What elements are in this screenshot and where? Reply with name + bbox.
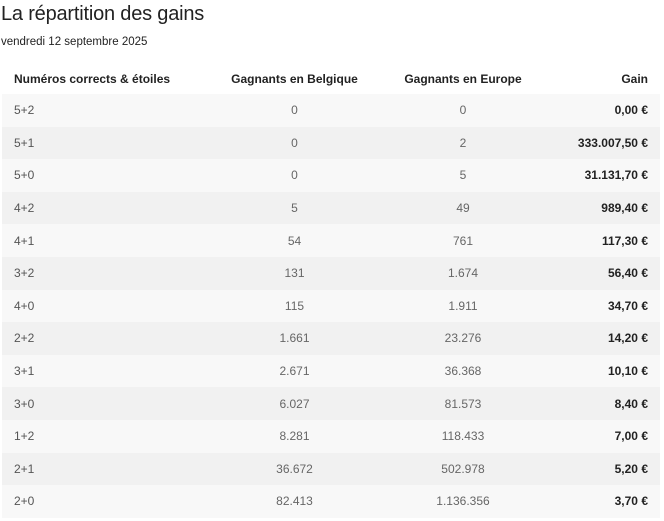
table-row: 1+2 8.281 118.433 7,00 € <box>2 419 660 453</box>
table-row: 3+0 6.027 81.573 8,40 € <box>2 387 660 420</box>
cell-winners-europe: 81.573 <box>444 396 482 411</box>
table-row: 4+0 115 1.911 34,70 € <box>2 289 660 323</box>
cell-combination: 5+2 <box>14 103 35 118</box>
cell-winners-belgium: 54 <box>287 233 302 248</box>
table-header-row: Numéros corrects & étoiles Gagnants en B… <box>2 64 660 94</box>
cell-combination: 4+1 <box>14 233 35 248</box>
cell-winners-europe: 36.368 <box>444 364 482 379</box>
cell-combination: 5+0 <box>14 168 35 183</box>
cell-gain: 8,40 € <box>614 396 648 411</box>
cell-winners-europe: 49 <box>456 201 470 216</box>
cell-combination: 2+1 <box>14 461 35 476</box>
cell-combination: 3+0 <box>14 396 35 411</box>
draw-date: vendredi 12 septembre 2025 <box>1 36 148 48</box>
cell-winners-europe: 5 <box>459 168 467 183</box>
header-winners-europe: Gagnants en Europe <box>404 72 522 86</box>
cell-gain: 5,20 € <box>614 461 648 476</box>
page-title: La répartition des gains <box>1 3 205 25</box>
table-row: 2+0 82.413 1.136.356 3,70 € <box>2 485 660 518</box>
cell-gain: 117,30 € <box>601 233 648 248</box>
cell-winners-belgium: 2.671 <box>279 364 310 379</box>
cell-winners-belgium: 0 <box>291 168 298 183</box>
cell-winners-belgium: 131 <box>284 266 305 281</box>
cell-gain: 7,00 € <box>614 429 648 444</box>
cell-gain: 31.131,70 € <box>584 168 648 183</box>
table-row: 4+2 5 49 989,40 € <box>2 191 660 225</box>
cell-winners-belgium: 0 <box>291 103 298 118</box>
cell-winners-europe: 1.911 <box>448 298 478 313</box>
table-body: 5+2 0 0 0,00 € 5+1 0 2 333.007,50 € 5+0 … <box>2 94 660 518</box>
table-row: 2+1 36.672 502.978 5,20 € <box>2 452 660 486</box>
cell-winners-europe: 761 <box>452 233 474 248</box>
header-winners-belgium: Gagnants en Belgique <box>231 72 358 86</box>
cell-winners-belgium: 36.672 <box>276 461 313 476</box>
header-combination: Numéros corrects & étoiles <box>14 72 171 86</box>
cell-winners-belgium: 0 <box>291 135 298 150</box>
cell-combination: 1+2 <box>14 429 35 444</box>
cell-gain: 56,40 € <box>607 266 648 281</box>
cell-combination: 4+0 <box>14 298 35 313</box>
cell-winners-europe: 502.978 <box>441 461 485 476</box>
cell-winners-belgium: 82.413 <box>276 494 313 509</box>
cell-winners-belgium: 5 <box>291 201 298 216</box>
cell-winners-europe: 23.276 <box>444 331 482 346</box>
cell-combination: 3+2 <box>14 266 35 281</box>
cell-winners-belgium: 1.661 <box>279 331 310 346</box>
cell-winners-belgium: 8.281 <box>279 429 310 444</box>
cell-winners-belgium: 6.027 <box>279 396 310 411</box>
cell-gain: 989,40 € <box>601 201 648 216</box>
cell-gain: 333.007,50 € <box>577 135 648 150</box>
cell-winners-europe: 118.433 <box>441 429 485 444</box>
table-row: 5+2 0 0 0,00 € <box>2 94 660 127</box>
cell-winners-europe: 0 <box>459 103 467 118</box>
cell-gain: 3,70 € <box>614 494 648 509</box>
cell-winners-europe: 1.136.356 <box>436 494 490 509</box>
cell-gain: 10,10 € <box>607 364 648 379</box>
table-row: 5+0 0 5 31.131,70 € <box>2 159 660 192</box>
cell-gain: 0,00 € <box>614 103 648 118</box>
cell-combination: 4+2 <box>14 201 35 216</box>
header-gain: Gain <box>621 72 648 86</box>
prize-breakdown-table: Numéros corrects & étoiles Gagnants en B… <box>2 64 660 518</box>
cell-combination: 5+1 <box>14 135 35 150</box>
table-row: 2+2 1.661 23.276 14,20 € <box>2 322 660 355</box>
cell-gain: 14,20 € <box>607 331 648 346</box>
cell-combination: 2+0 <box>14 494 35 509</box>
cell-combination: 3+1 <box>14 364 35 379</box>
cell-combination: 2+2 <box>14 331 35 346</box>
cell-gain: 34,70 € <box>607 298 648 313</box>
table-row: 3+2 131 1.674 56,40 € <box>2 256 660 290</box>
table-row: 3+1 2.671 36.368 10,10 € <box>2 354 660 388</box>
cell-winners-belgium: 115 <box>284 298 305 313</box>
table-row: 4+1 54 761 117,30 € <box>2 224 660 257</box>
cell-winners-europe: 2 <box>459 135 467 150</box>
cell-winners-europe: 1.674 <box>447 266 479 281</box>
table-row: 5+1 0 2 333.007,50 € <box>2 126 660 160</box>
